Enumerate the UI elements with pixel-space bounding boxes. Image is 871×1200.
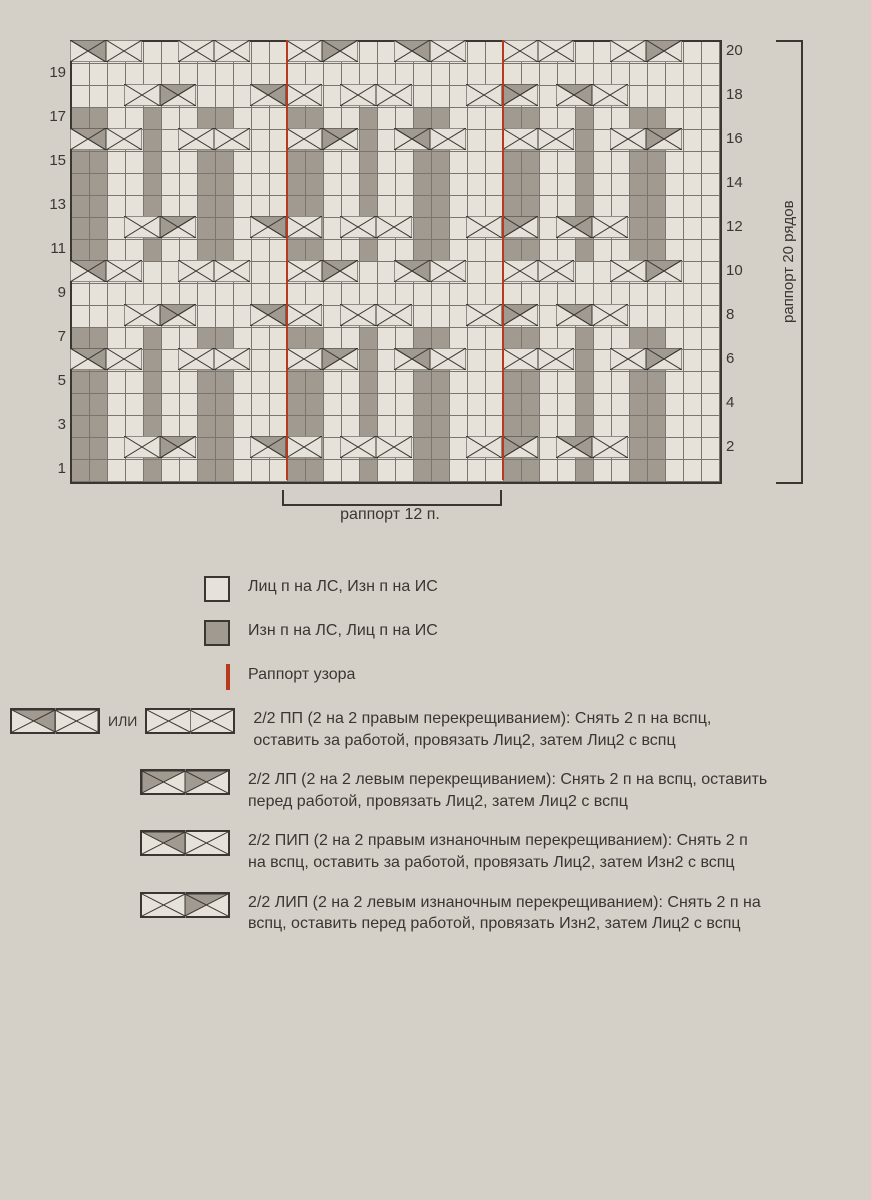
c22pip-label: 2/2 ПИП (2 на 2 правым изнаночным перекр… <box>248 830 768 873</box>
legend-row-22pp: ИЛИ 2/2 ПП (2 на 2 правым перекрещивание… <box>10 708 831 751</box>
legend-row-knit: Лиц п на ЛС, Изн п на ИС <box>120 576 831 602</box>
cable-right-icon <box>10 708 100 734</box>
cable-left-purl-icon <box>140 892 230 918</box>
row-repeat-label: раппорт 20 рядов <box>780 201 797 324</box>
cable-right-purl-icon <box>140 830 230 856</box>
legend: Лиц п на ЛС, Изн п на ИС Изн п на ЛС, Ли… <box>120 576 831 935</box>
row-labels-left: 135791113151719 <box>40 40 70 480</box>
stitch-repeat-bracket: раппорт 12 п. <box>66 490 831 526</box>
knit-label: Лиц п на ЛС, Изн п на ИС <box>248 576 438 598</box>
filled-square-icon <box>204 620 230 646</box>
c22pip-symbol <box>120 830 230 856</box>
repeat-symbol <box>120 664 230 690</box>
legend-row-22pip: 2/2 ПИП (2 на 2 правым изнаночным перекр… <box>120 830 831 873</box>
bracket-line <box>282 490 502 506</box>
c22pp-symbol: ИЛИ <box>10 708 235 734</box>
c22lp-symbol <box>120 769 230 795</box>
purl-symbol <box>120 620 230 646</box>
row-repeat-bracket: раппорт 20 рядов <box>776 40 803 484</box>
legend-row-22lip: 2/2 ЛИП (2 на 2 левым изнаночным перекре… <box>120 892 831 935</box>
empty-square-icon <box>204 576 230 602</box>
or-label: ИЛИ <box>108 712 137 731</box>
repeat-label: Раппорт узора <box>248 664 355 686</box>
c22lip-label: 2/2 ЛИП (2 на 2 левым изнаночным перекре… <box>248 892 768 935</box>
chart-grid-wrap: 135791113151719 2468101214161820 раппорт… <box>40 40 831 484</box>
stitch-repeat-label: раппорт 12 п. <box>282 506 498 524</box>
red-line-icon <box>226 664 230 690</box>
chart-area: 135791113151719 2468101214161820 раппорт… <box>40 40 831 526</box>
cable-left-icon <box>140 769 230 795</box>
grid-container <box>70 40 722 484</box>
row-labels-right: 2468101214161820 <box>722 40 752 480</box>
knit-symbol <box>120 576 230 602</box>
purl-label: Изн п на ЛС, Лиц п на ИС <box>248 620 438 642</box>
c22lip-symbol <box>120 892 230 918</box>
c22lp-label: 2/2 ЛП (2 на 2 левым перекрещиванием): С… <box>248 769 768 812</box>
cable-right-alt-icon <box>145 708 235 734</box>
legend-row-repeat: Раппорт узора <box>120 664 831 690</box>
legend-row-22lp: 2/2 ЛП (2 на 2 левым перекрещиванием): С… <box>120 769 831 812</box>
legend-row-purl: Изн п на ЛС, Лиц п на ИС <box>120 620 831 646</box>
c22pp-label: 2/2 ПП (2 на 2 правым перекрещиванием): … <box>253 708 773 751</box>
